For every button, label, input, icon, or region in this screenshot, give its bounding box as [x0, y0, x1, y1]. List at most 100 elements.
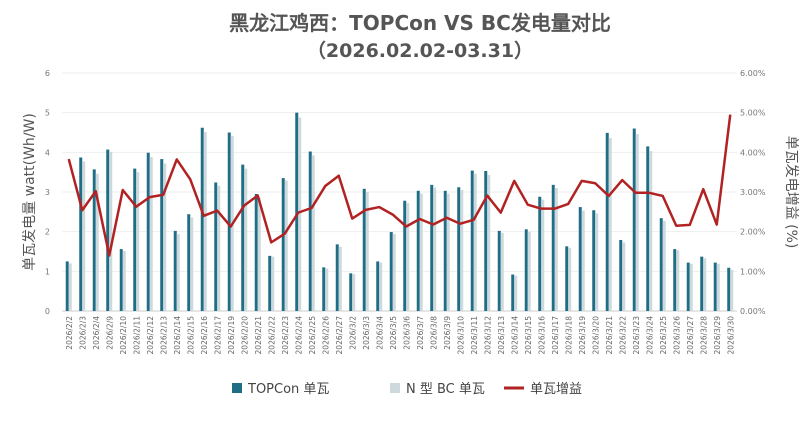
- x-tick-label: 2026/2/10: [119, 316, 128, 355]
- bar-bc: [311, 155, 315, 311]
- bar-bc: [554, 188, 558, 311]
- bar-bc: [500, 232, 504, 311]
- bar-topcon: [376, 261, 380, 311]
- bar-topcon: [457, 187, 461, 311]
- x-tick-label: 2026/2/22: [267, 316, 276, 355]
- x-tick-label: 2026/3/4: [375, 316, 384, 350]
- bar-bc: [406, 203, 410, 311]
- bar-bc: [595, 213, 599, 311]
- bar-bc: [676, 250, 680, 311]
- bar-bc: [122, 251, 126, 311]
- bar-bc: [581, 210, 585, 311]
- x-tick-label: 2026/2/11: [132, 316, 141, 355]
- bar-topcon: [511, 274, 515, 311]
- bar-topcon: [200, 127, 204, 312]
- bar-bc: [68, 263, 72, 311]
- x-tick-label: 2026/3/23: [632, 316, 641, 355]
- bar-bc: [338, 246, 342, 311]
- bar-bc: [703, 258, 707, 311]
- bar-topcon: [133, 168, 137, 311]
- bar-topcon: [403, 200, 407, 311]
- x-tick-label: 2026/3/20: [591, 316, 600, 355]
- bar-topcon: [254, 193, 258, 311]
- bar-topcon: [106, 149, 110, 311]
- y2-tick-label: 0.00%: [740, 307, 766, 316]
- x-tick-label: 2026/3/28: [699, 316, 708, 355]
- bar-topcon: [524, 229, 528, 311]
- bar-bc: [203, 132, 207, 311]
- bar-topcon: [92, 169, 96, 311]
- x-tick-label: 2026/2/23: [281, 316, 290, 355]
- y-tick-label: 6: [45, 69, 50, 78]
- bar-bc: [433, 187, 437, 311]
- bar-bc: [95, 173, 99, 311]
- bar-topcon: [295, 112, 299, 312]
- bar-bc: [176, 234, 180, 311]
- y2-tick-label: 2.00%: [740, 228, 766, 237]
- bar-topcon: [349, 273, 353, 311]
- x-tick-label: 2026/3/8: [429, 316, 438, 350]
- x-tick-label: 2026/2/20: [240, 316, 249, 355]
- bar-bc: [473, 173, 477, 311]
- x-tick-label: 2026/2/19: [227, 316, 236, 355]
- bar-topcon: [335, 244, 339, 311]
- x-tick-label: 2026/2/14: [173, 316, 182, 355]
- bar-bc: [730, 269, 734, 311]
- bar-bc: [649, 151, 653, 311]
- y2-tick-label: 3.00%: [740, 188, 766, 197]
- bar-bc: [82, 161, 86, 311]
- x-tick-label: 2026/2/24: [294, 316, 303, 355]
- y-tick-label: 3: [45, 188, 50, 197]
- bar-bc: [284, 180, 288, 311]
- x-tick-label: 2026/3/27: [686, 316, 695, 355]
- x-tick-label: 2026/3/10: [456, 316, 465, 355]
- bar-topcon: [241, 164, 245, 311]
- x-tick-label: 2026/3/22: [618, 316, 627, 355]
- x-tick-label: 2026/3/17: [551, 316, 560, 355]
- bar-topcon: [470, 170, 474, 311]
- y-tick-label: 1: [45, 267, 50, 276]
- bar-topcon: [551, 184, 555, 311]
- bar-bc: [635, 134, 639, 311]
- bar-topcon: [416, 190, 420, 311]
- bar-bc: [541, 199, 545, 311]
- bar-topcon: [227, 132, 231, 311]
- bar-bc: [608, 138, 612, 311]
- bar-bc: [446, 193, 450, 311]
- bar-topcon: [173, 230, 177, 311]
- x-tick-label: 2026/3/25: [659, 316, 668, 355]
- x-tick-label: 2026/3/21: [605, 316, 614, 355]
- bar-topcon: [686, 262, 690, 311]
- bar-bc: [419, 193, 423, 311]
- gain-line: [67, 114, 732, 257]
- bar-topcon: [322, 267, 326, 311]
- bar-bc: [527, 231, 531, 311]
- bar-topcon: [79, 157, 83, 311]
- x-tick-label: 2026/2/3: [78, 316, 87, 350]
- legend-label: N 型 BC 单瓦: [406, 382, 485, 397]
- x-tick-label: 2026/3/7: [416, 316, 425, 350]
- x-tick-label: 2026/3/5: [389, 316, 398, 350]
- bar-bc: [257, 197, 261, 311]
- bar-topcon: [497, 230, 501, 311]
- x-tick-label: 2026/3/18: [564, 316, 573, 355]
- bar-topcon: [308, 151, 312, 311]
- bar-bc: [271, 256, 275, 311]
- x-tick-label: 2026/2/13: [159, 316, 168, 355]
- y2-tick-label: 1.00%: [740, 267, 766, 276]
- x-tick-label: 2026/3/29: [713, 316, 722, 355]
- bar-topcon: [632, 128, 636, 311]
- bar-topcon: [484, 170, 488, 311]
- legend-label: 单瓦增益: [530, 382, 582, 397]
- bar-topcon: [187, 214, 191, 311]
- x-tick-label: 2026/3/2: [348, 316, 357, 350]
- legend-label: TOPCon 单瓦: [247, 382, 329, 397]
- x-tick-label: 2026/2/12: [146, 316, 155, 355]
- bar-bc: [379, 262, 383, 311]
- bar-bc: [217, 185, 221, 311]
- bar-bc: [244, 168, 248, 311]
- x-tick-label: 2026/2/15: [186, 316, 195, 355]
- x-tick-label: 2026/3/26: [672, 316, 681, 355]
- bar-bc: [365, 192, 369, 311]
